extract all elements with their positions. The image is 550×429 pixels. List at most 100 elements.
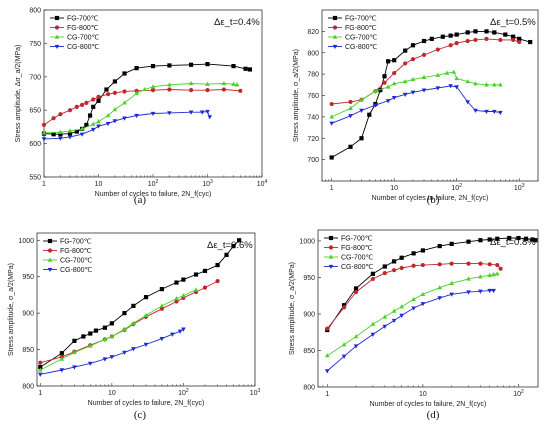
data-point xyxy=(134,66,139,71)
data-point xyxy=(91,97,96,102)
data-point xyxy=(237,238,242,243)
panel-caption: (b) xyxy=(427,194,440,206)
series-0 xyxy=(38,238,242,370)
data-point xyxy=(370,321,376,326)
data-point xyxy=(466,276,471,281)
data-point xyxy=(88,331,93,336)
x-tick-label: 102 xyxy=(148,179,159,188)
x-tick-label: 1 xyxy=(325,391,329,398)
data-point xyxy=(449,261,454,266)
data-point xyxy=(143,295,149,300)
strain-annotation: Δε_t=0.8% xyxy=(490,237,536,248)
series-1 xyxy=(325,261,503,331)
data-point xyxy=(96,94,101,99)
data-point xyxy=(199,110,205,115)
data-point xyxy=(498,110,503,116)
data-point xyxy=(473,108,478,113)
data-point xyxy=(112,79,118,84)
data-point xyxy=(353,344,359,349)
y-tick-label: 900 xyxy=(303,311,315,318)
data-point xyxy=(402,79,408,84)
series-line xyxy=(327,273,498,356)
legend-entry: CG-800℃ xyxy=(60,267,93,274)
plot-frame xyxy=(317,229,539,388)
data-point xyxy=(487,262,492,267)
data-point xyxy=(511,34,516,39)
legend-entry: CG-800℃ xyxy=(341,264,374,271)
data-point xyxy=(324,369,330,374)
data-point xyxy=(342,305,347,310)
legend-entry: CG-700℃ xyxy=(341,255,374,262)
data-point xyxy=(205,88,210,93)
y-tick-label: 720 xyxy=(307,136,319,143)
data-point xyxy=(193,272,199,277)
data-point xyxy=(159,306,164,311)
data-point xyxy=(329,101,334,107)
chart-panel-c: 800 850 900 950 1000 1 10 102 103 Number of cycle… xyxy=(8,232,261,421)
legend-marker xyxy=(54,25,60,30)
data-point xyxy=(411,306,416,311)
data-point xyxy=(205,62,210,67)
y-tick-label: 700 xyxy=(29,74,41,81)
data-point xyxy=(449,241,454,246)
data-point xyxy=(473,37,478,43)
legend: FG-700℃ FG-800℃ CG-700℃ CG-800℃ xyxy=(328,16,378,51)
data-point xyxy=(507,235,512,241)
data-point xyxy=(181,293,186,298)
data-point xyxy=(90,121,96,126)
data-point xyxy=(435,86,441,91)
data-point xyxy=(177,329,183,334)
series-line xyxy=(327,290,494,372)
legend-marker xyxy=(47,248,53,253)
y-tick-label: 900 xyxy=(22,311,34,318)
data-point xyxy=(102,336,108,342)
x-tick-exponent: 2 xyxy=(156,179,159,185)
data-point xyxy=(410,43,416,48)
data-point xyxy=(359,108,364,113)
data-point xyxy=(58,112,63,117)
series-2 xyxy=(37,287,199,372)
data-point xyxy=(449,292,454,297)
data-point xyxy=(134,88,139,93)
legend-entry: FG-700℃ xyxy=(345,16,377,23)
data-point xyxy=(391,81,397,86)
data-point xyxy=(399,313,404,318)
data-point xyxy=(498,37,503,43)
legend-marker xyxy=(328,254,334,259)
y-tick-label: 760 xyxy=(307,93,319,100)
data-point xyxy=(411,296,416,302)
data-point xyxy=(411,251,416,256)
data-point xyxy=(421,74,427,80)
data-point xyxy=(238,88,243,93)
data-point xyxy=(495,236,500,241)
strain-annotation: Δε_t=0.6% xyxy=(207,240,253,251)
data-point xyxy=(224,252,229,257)
data-point xyxy=(96,119,101,124)
panel-caption: (d) xyxy=(427,409,440,421)
data-point xyxy=(221,87,227,92)
x-tick-exponent: 2 xyxy=(186,388,189,394)
data-point xyxy=(87,343,93,348)
x-axis-label: Number of cycles to failure, 2N_f(cyc) xyxy=(88,400,205,407)
data-point xyxy=(159,303,165,308)
y-tick-label: 800 xyxy=(307,50,319,57)
data-point xyxy=(59,356,65,361)
data-point xyxy=(67,108,73,113)
data-point xyxy=(324,353,330,358)
y-tick-label: 1000 xyxy=(299,238,315,245)
legend-entry: FG-800℃ xyxy=(345,25,377,32)
data-point xyxy=(353,286,359,291)
chart-panel-a: 550 600 650 700 750 800 1 10 102 103 104 Number of … xyxy=(15,8,268,207)
data-point xyxy=(402,92,408,97)
data-point xyxy=(105,113,111,118)
data-point xyxy=(473,81,478,86)
series-0 xyxy=(41,62,253,137)
data-point xyxy=(181,277,186,282)
data-point xyxy=(234,82,240,87)
data-point xyxy=(105,121,111,127)
series-line xyxy=(43,89,241,126)
data-point xyxy=(202,268,208,273)
data-point xyxy=(104,87,109,92)
data-point xyxy=(373,103,378,108)
